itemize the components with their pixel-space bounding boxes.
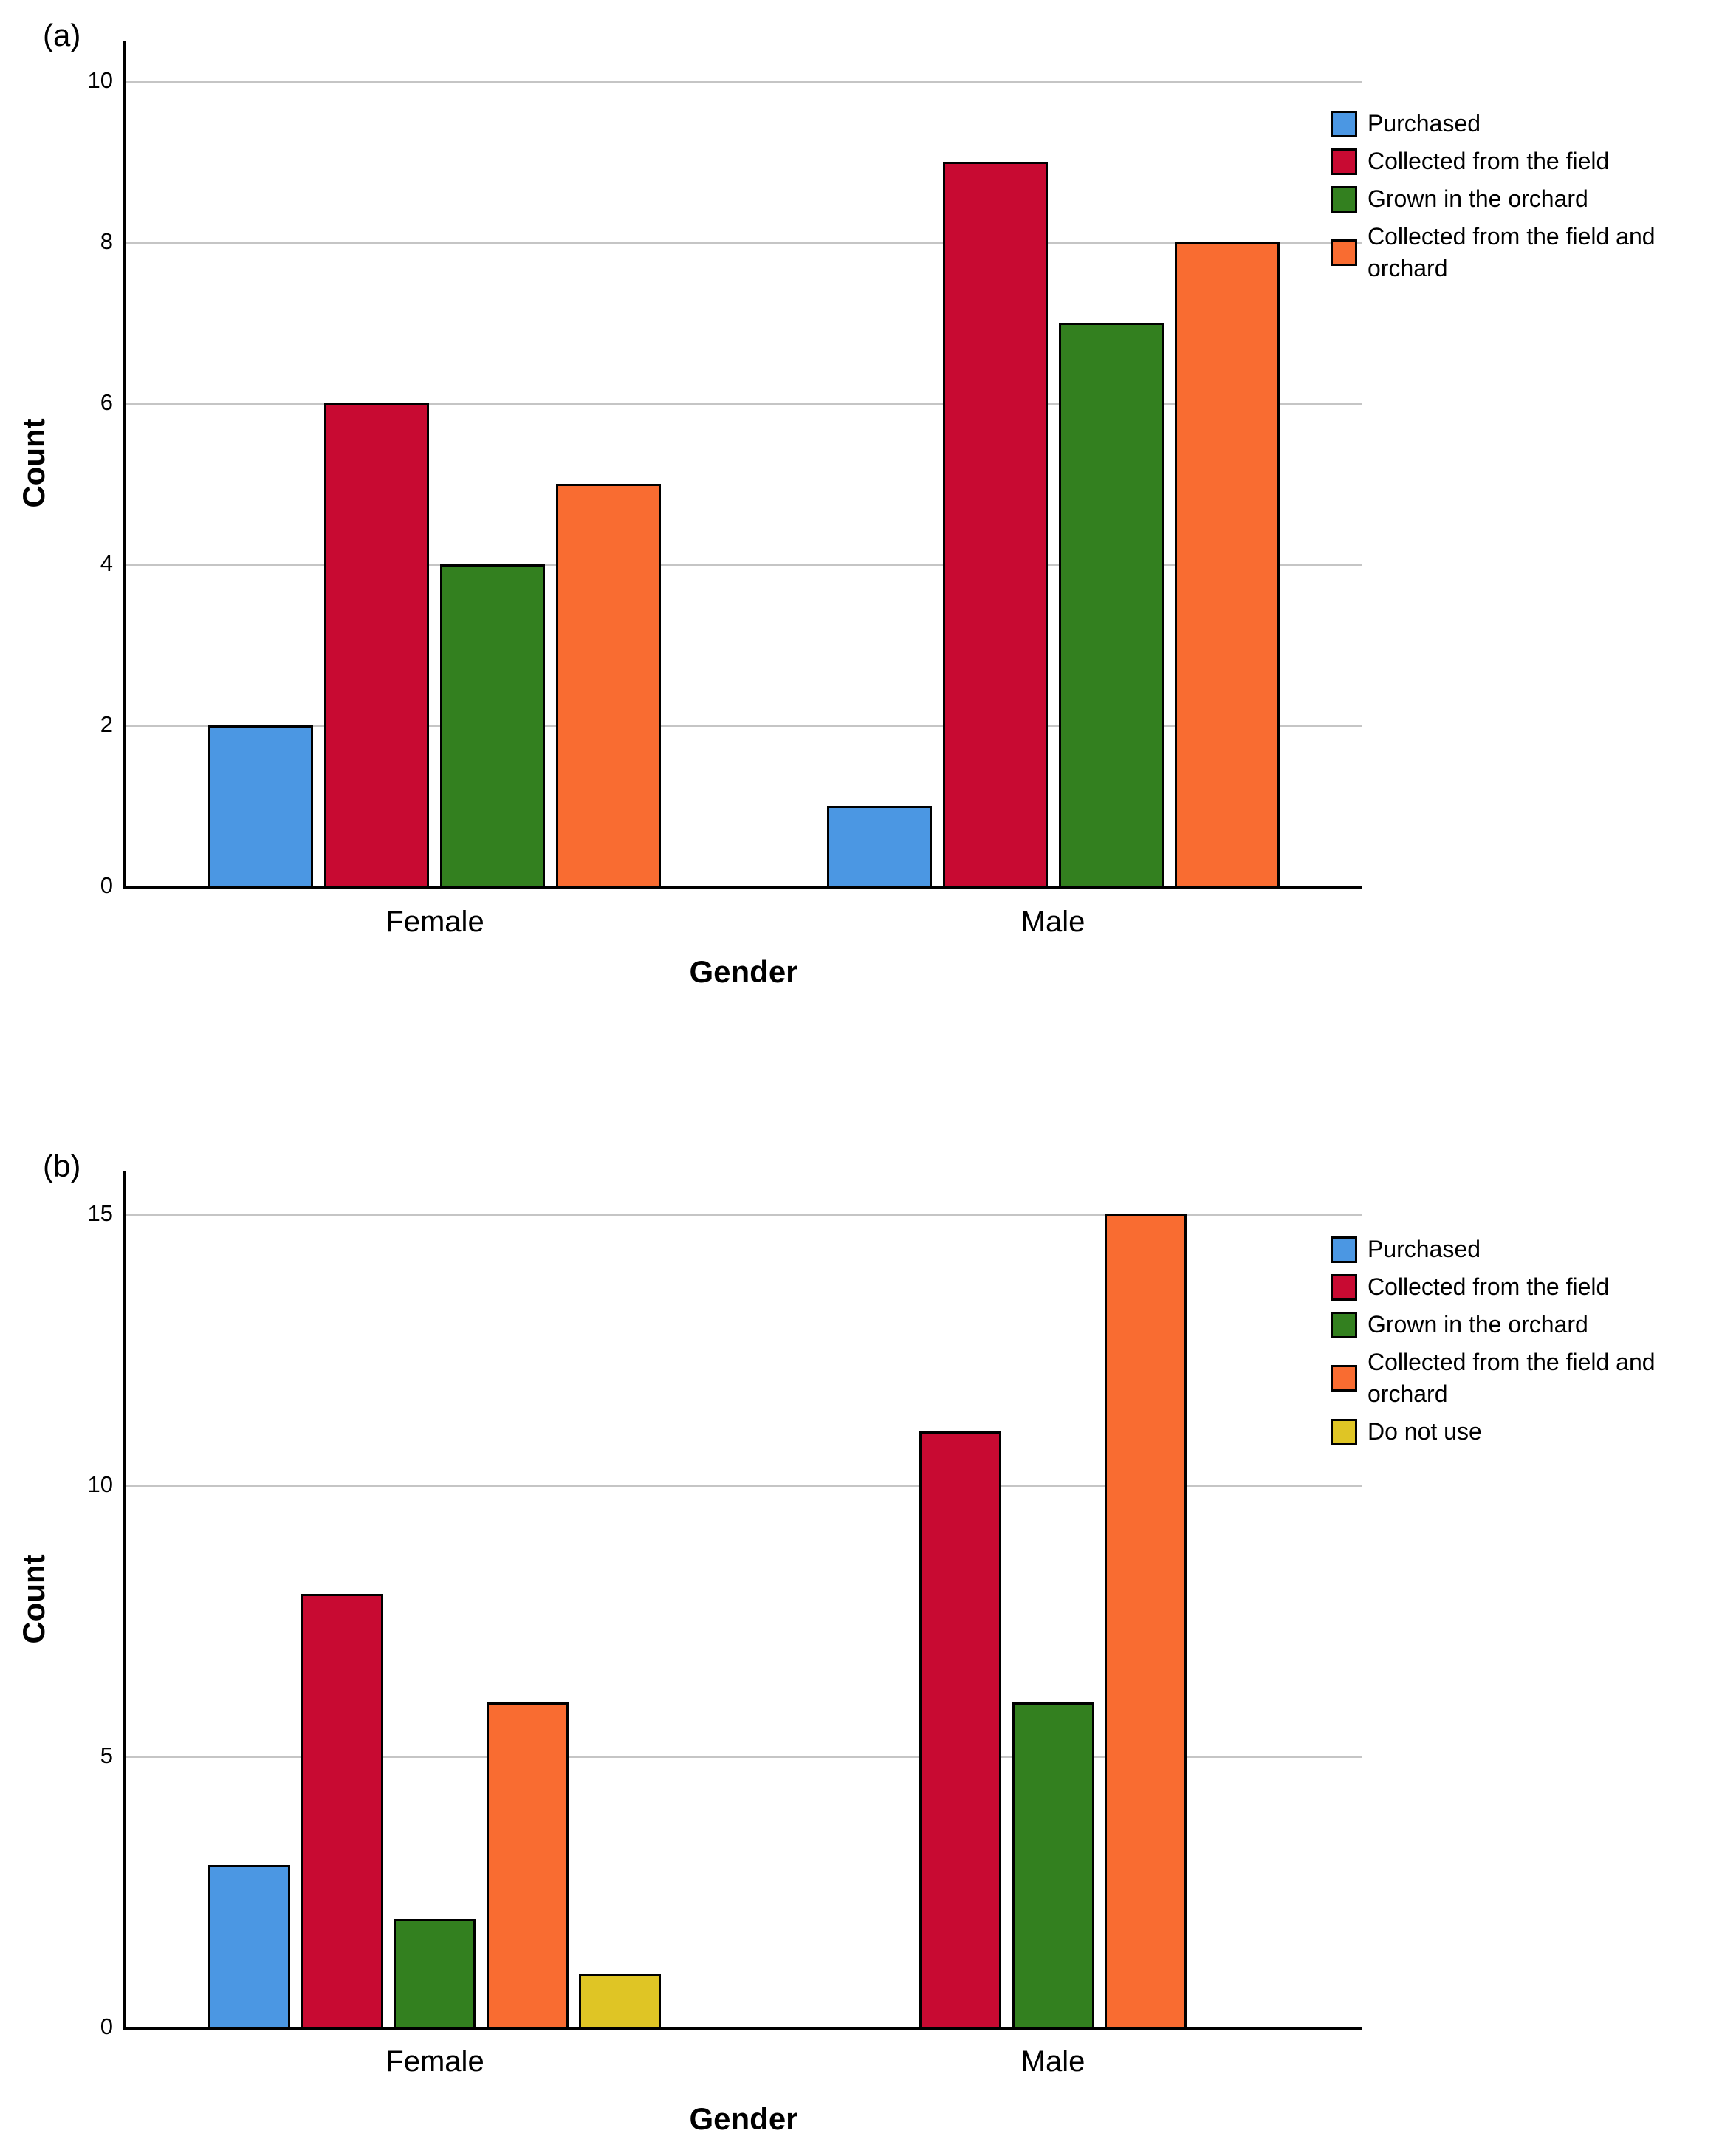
y-tick-label-10: 10	[87, 1471, 113, 1497]
legend-item: Collected from the field and orchard	[1331, 221, 1736, 284]
bar-male-collected-from-the-field	[943, 162, 1048, 886]
chart-panel-a: (a) Count 0 2 4 6 8 10 Female Male Gender Pur…	[16, 18, 1736, 989]
legend-label: Grown in the orchard	[1368, 1311, 1588, 1338]
bar-male-grown-in-the-orchard	[1059, 323, 1164, 886]
panel-a-x-axis-title: Gender	[689, 954, 798, 989]
y-tick-label-5: 5	[100, 1742, 113, 1768]
legend-item: Collected from the field	[1331, 1271, 1736, 1303]
bar-female-collected-from-the-field-and-orchard	[487, 1702, 569, 2027]
y-tick-label-0: 0	[100, 872, 113, 898]
y-tick-label-2: 2	[100, 711, 113, 737]
panel-a-category-female: Female	[385, 906, 484, 938]
panel-b-legend: Purchased Collected from the field Grown i…	[1331, 1233, 1736, 1454]
panel-b-x-axis-title: Gender	[689, 2101, 798, 2136]
legend-item: Collected from the field	[1331, 146, 1736, 177]
y-tick-label-10: 10	[87, 67, 113, 93]
bar-male-purchased	[827, 806, 932, 886]
y-tick-label-15: 15	[87, 1200, 113, 1226]
legend-item: Purchased	[1331, 1233, 1736, 1265]
legend-swatch-purchased	[1331, 110, 1357, 137]
legend-swatch-do-not-use	[1331, 1418, 1357, 1445]
legend-swatch-collected-from-the-field	[1331, 1273, 1357, 1301]
legend-swatch-grown-in-the-orchard	[1331, 185, 1357, 213]
gridline-y-8	[126, 242, 1362, 244]
gridline-y-6	[126, 403, 1362, 405]
bar-female-purchased	[208, 725, 313, 886]
legend-swatch-purchased	[1331, 1236, 1357, 1263]
gridline-y-2	[126, 725, 1362, 727]
legend-swatch-grown-in-the-orchard	[1331, 1311, 1357, 1338]
gridline-y-15	[126, 1214, 1362, 1216]
gridline-y-10	[126, 1485, 1362, 1487]
panel-b-label: (b)	[43, 1149, 81, 1183]
gridline-y-5	[126, 1756, 1362, 1758]
bar-female-collected-from-the-field-and-orchard	[556, 484, 661, 886]
panel-b-category-female: Female	[385, 2045, 484, 2078]
bar-male-collected-from-the-field	[919, 1431, 1001, 2027]
legend-label: Grown in the orchard	[1368, 185, 1588, 212]
panel-a-label: (a)	[43, 18, 81, 52]
y-tick-label-4: 4	[100, 550, 113, 576]
legend-label: Collected from the field and orchard	[1368, 1349, 1656, 1407]
y-tick-label-0: 0	[100, 2013, 113, 2039]
legend-swatch-collected-from-the-field-and-orchard	[1331, 239, 1357, 266]
gridline-y-10	[126, 81, 1362, 83]
legend-label: Collected from the field and orchard	[1368, 223, 1656, 281]
legend-label: Collected from the field	[1368, 148, 1610, 174]
y-tick-label-8: 8	[100, 228, 113, 254]
bar-male-collected-from-the-field-and-orchard	[1105, 1214, 1187, 2027]
y-axis-line	[123, 1171, 126, 2030]
legend-label: Purchased	[1368, 1236, 1481, 1262]
panel-a-y-axis-title: Count	[16, 418, 51, 508]
bar-female-collected-from-the-field	[301, 1594, 383, 2027]
bar-female-grown-in-the-orchard	[440, 564, 545, 886]
legend-swatch-collected-from-the-field-and-orchard	[1331, 1365, 1357, 1392]
legend-item: Collected from the field and orchard	[1331, 1346, 1736, 1410]
bar-female-grown-in-the-orchard	[394, 1919, 476, 2027]
legend-item: Grown in the orchard	[1331, 183, 1736, 215]
y-axis-line	[123, 41, 126, 889]
bar-male-grown-in-the-orchard	[1012, 1702, 1094, 2027]
bar-female-do-not-use	[579, 1974, 661, 2027]
bar-female-collected-from-the-field	[324, 403, 429, 886]
panel-a-category-male: Male	[1020, 906, 1085, 938]
gridline-y-4	[126, 564, 1362, 566]
legend-swatch-collected-from-the-field	[1331, 148, 1357, 175]
x-axis-line	[123, 886, 1362, 889]
x-axis-line	[123, 2027, 1362, 2030]
legend-item: Grown in the orchard	[1331, 1309, 1736, 1341]
panel-b-category-male: Male	[1020, 2045, 1085, 2078]
legend-label: Do not use	[1368, 1418, 1482, 1445]
bar-male-collected-from-the-field-and-orchard	[1175, 242, 1280, 886]
bar-female-purchased	[208, 1865, 290, 2027]
legend-item: Purchased	[1331, 108, 1736, 140]
legend-item: Do not use	[1331, 1416, 1736, 1448]
chart-panel-b: (b) Count 0 5 10 15 Female Male Gender Purc…	[0, 1108, 1736, 2156]
y-tick-label-6: 6	[100, 389, 113, 415]
panel-a-legend: Purchased Collected from the field Grown i…	[1331, 108, 1736, 290]
legend-label: Purchased	[1368, 110, 1481, 137]
legend-label: Collected from the field	[1368, 1273, 1610, 1300]
panel-b-y-axis-title: Count	[16, 1554, 51, 1644]
